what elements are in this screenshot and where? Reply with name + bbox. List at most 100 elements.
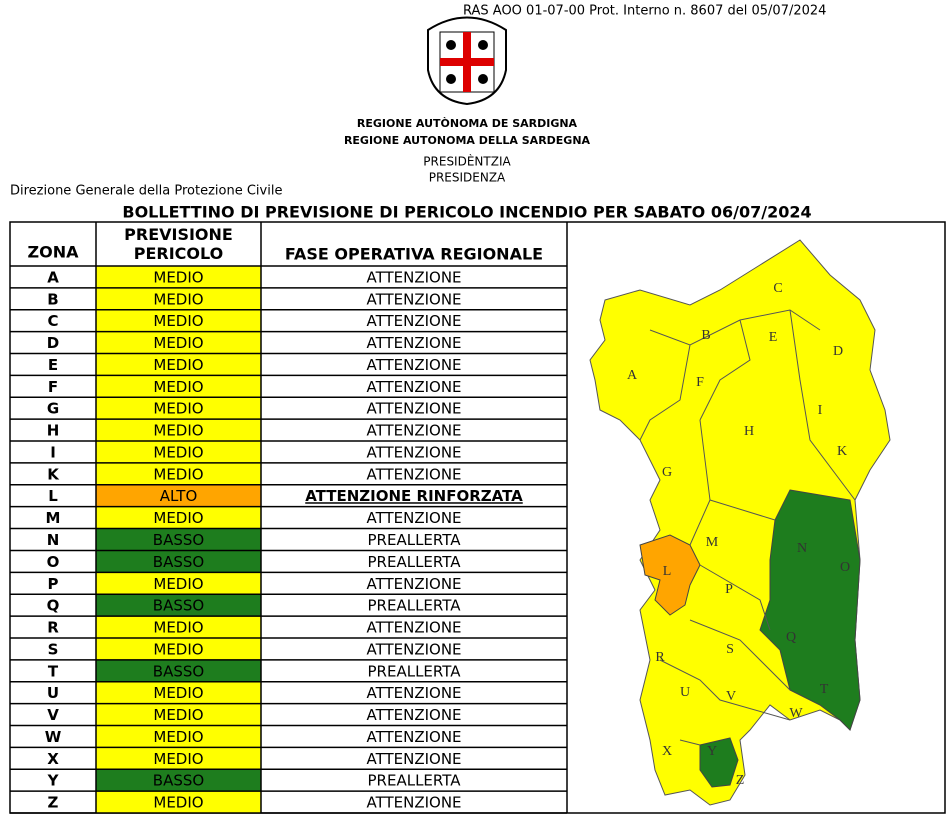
operational-phase: ATTENZIONE: [366, 378, 461, 396]
zone-code: E: [48, 356, 58, 374]
risk-level: BASSO: [153, 597, 204, 615]
zone-label: M: [706, 535, 719, 550]
risk-level: BASSO: [153, 662, 204, 680]
operational-phase: ATTENZIONE: [366, 422, 461, 440]
risk-cell: [96, 594, 261, 617]
office-name: PRESIDÈNTZIA: [423, 154, 511, 169]
zone-area: [639, 534, 701, 616]
operational-phase: ATTENZIONE: [366, 684, 461, 702]
risk-level: MEDIO: [153, 750, 203, 768]
risk-cell: [96, 266, 261, 288]
zone-label: Q: [786, 630, 796, 645]
operational-phase: PREALLERTA: [368, 553, 462, 571]
zone-code: Z: [48, 794, 59, 812]
zone-label: N: [797, 541, 807, 556]
operational-phase: PREALLERTA: [368, 662, 462, 680]
zone-code: L: [48, 487, 58, 505]
column-header: PREVISIONE PERICOLO: [124, 225, 233, 263]
risk-level: MEDIO: [153, 794, 203, 812]
zone-label: C: [773, 281, 782, 296]
zone-code: H: [47, 422, 60, 440]
zone-code: P: [48, 575, 59, 593]
title: BOLLETTINO DI PREVISIONE DI PERICOLO INC…: [122, 203, 811, 222]
operational-phase: ATTENZIONE: [366, 794, 461, 812]
zone-area: [759, 489, 861, 731]
operational-phase: ATTENZIONE: [366, 619, 461, 637]
risk-cell: [96, 572, 261, 595]
zone-area: [699, 737, 739, 788]
risk-level: MEDIO: [153, 378, 203, 396]
zone-code: Q: [47, 597, 60, 615]
zone-code: D: [47, 334, 59, 352]
risk-level: MEDIO: [153, 400, 203, 418]
risk-cell: [96, 747, 261, 770]
zone-label: I: [818, 403, 823, 418]
risk-level: MEDIO: [153, 443, 203, 461]
operational-phase: ATTENZIONE: [366, 312, 461, 330]
region-name: REGIONE AUTONOMA DELLA SARDEGNA: [344, 134, 591, 147]
risk-cell: [96, 353, 261, 376]
zone-label: V: [726, 689, 736, 704]
zone-code: O: [47, 553, 60, 571]
zone-code: T: [48, 662, 59, 680]
logo: [427, 16, 507, 106]
operational-phase: ATTENZIONE: [366, 268, 461, 286]
operational-phase: ATTENZIONE: [366, 465, 461, 483]
risk-cell: [96, 484, 261, 507]
operational-phase: PREALLERTA: [368, 597, 462, 615]
zone-label: B: [701, 328, 710, 343]
risk-level: MEDIO: [153, 356, 203, 374]
protocol: RAS AOO 01-07-00 Prot. Interno n. 8607 d…: [463, 4, 826, 19]
zone-code: Y: [47, 772, 60, 790]
risk-level: MEDIO: [153, 268, 203, 286]
zone-label: G: [662, 465, 672, 480]
risk-cell: [96, 681, 261, 704]
operational-phase: ATTENZIONE: [366, 509, 461, 527]
risk-cell: [96, 791, 261, 813]
risk-cell: [96, 441, 261, 463]
risk-cell: [96, 375, 261, 398]
risk-level: MEDIO: [153, 465, 203, 483]
zone-label: W: [789, 706, 803, 721]
zone-code: W: [45, 728, 62, 746]
zone-code: C: [47, 312, 58, 330]
zone-code: A: [47, 268, 59, 286]
zone-code: V: [47, 706, 59, 724]
risk-cell: [96, 309, 261, 332]
operational-phase: ATTENZIONE: [366, 356, 461, 374]
risk-cell: [96, 506, 261, 529]
zone-code: G: [47, 400, 59, 418]
zone-label: P: [725, 582, 733, 597]
zone-label: X: [662, 744, 672, 759]
risk-level: MEDIO: [153, 334, 203, 352]
department: Direzione Generale della Protezione Civi…: [10, 184, 282, 199]
zone-label: K: [837, 444, 847, 459]
zone-label: E: [769, 330, 778, 345]
risk-level: BASSO: [153, 531, 204, 549]
risk-cell: [96, 419, 261, 442]
zone-code: B: [47, 290, 58, 308]
operational-phase: ATTENZIONE: [366, 443, 461, 461]
risk-cell: [96, 637, 261, 660]
operational-phase: ATTENZIONE: [366, 575, 461, 593]
operational-phase: ATTENZIONE RINFORZATA: [305, 487, 523, 505]
operational-phase: ATTENZIONE: [366, 750, 461, 768]
risk-level: MEDIO: [153, 684, 203, 702]
operational-phase: ATTENZIONE: [366, 334, 461, 352]
risk-cell: [96, 659, 261, 682]
risk-cell: [96, 462, 261, 485]
risk-level: MEDIO: [153, 509, 203, 527]
risk-level: MEDIO: [153, 619, 203, 637]
risk-level: MEDIO: [153, 575, 203, 593]
risk-cell: [96, 397, 261, 420]
operational-phase: ATTENZIONE: [366, 728, 461, 746]
risk-cell: [96, 725, 261, 748]
zone-label: D: [833, 344, 843, 359]
zone-label: O: [840, 560, 850, 575]
risk-cell: [96, 331, 261, 354]
zone-label: U: [680, 685, 690, 700]
risk-level: BASSO: [153, 553, 204, 571]
zone-label: Z: [736, 773, 745, 788]
risk-cell: [96, 528, 261, 551]
risk-level: MEDIO: [153, 312, 203, 330]
